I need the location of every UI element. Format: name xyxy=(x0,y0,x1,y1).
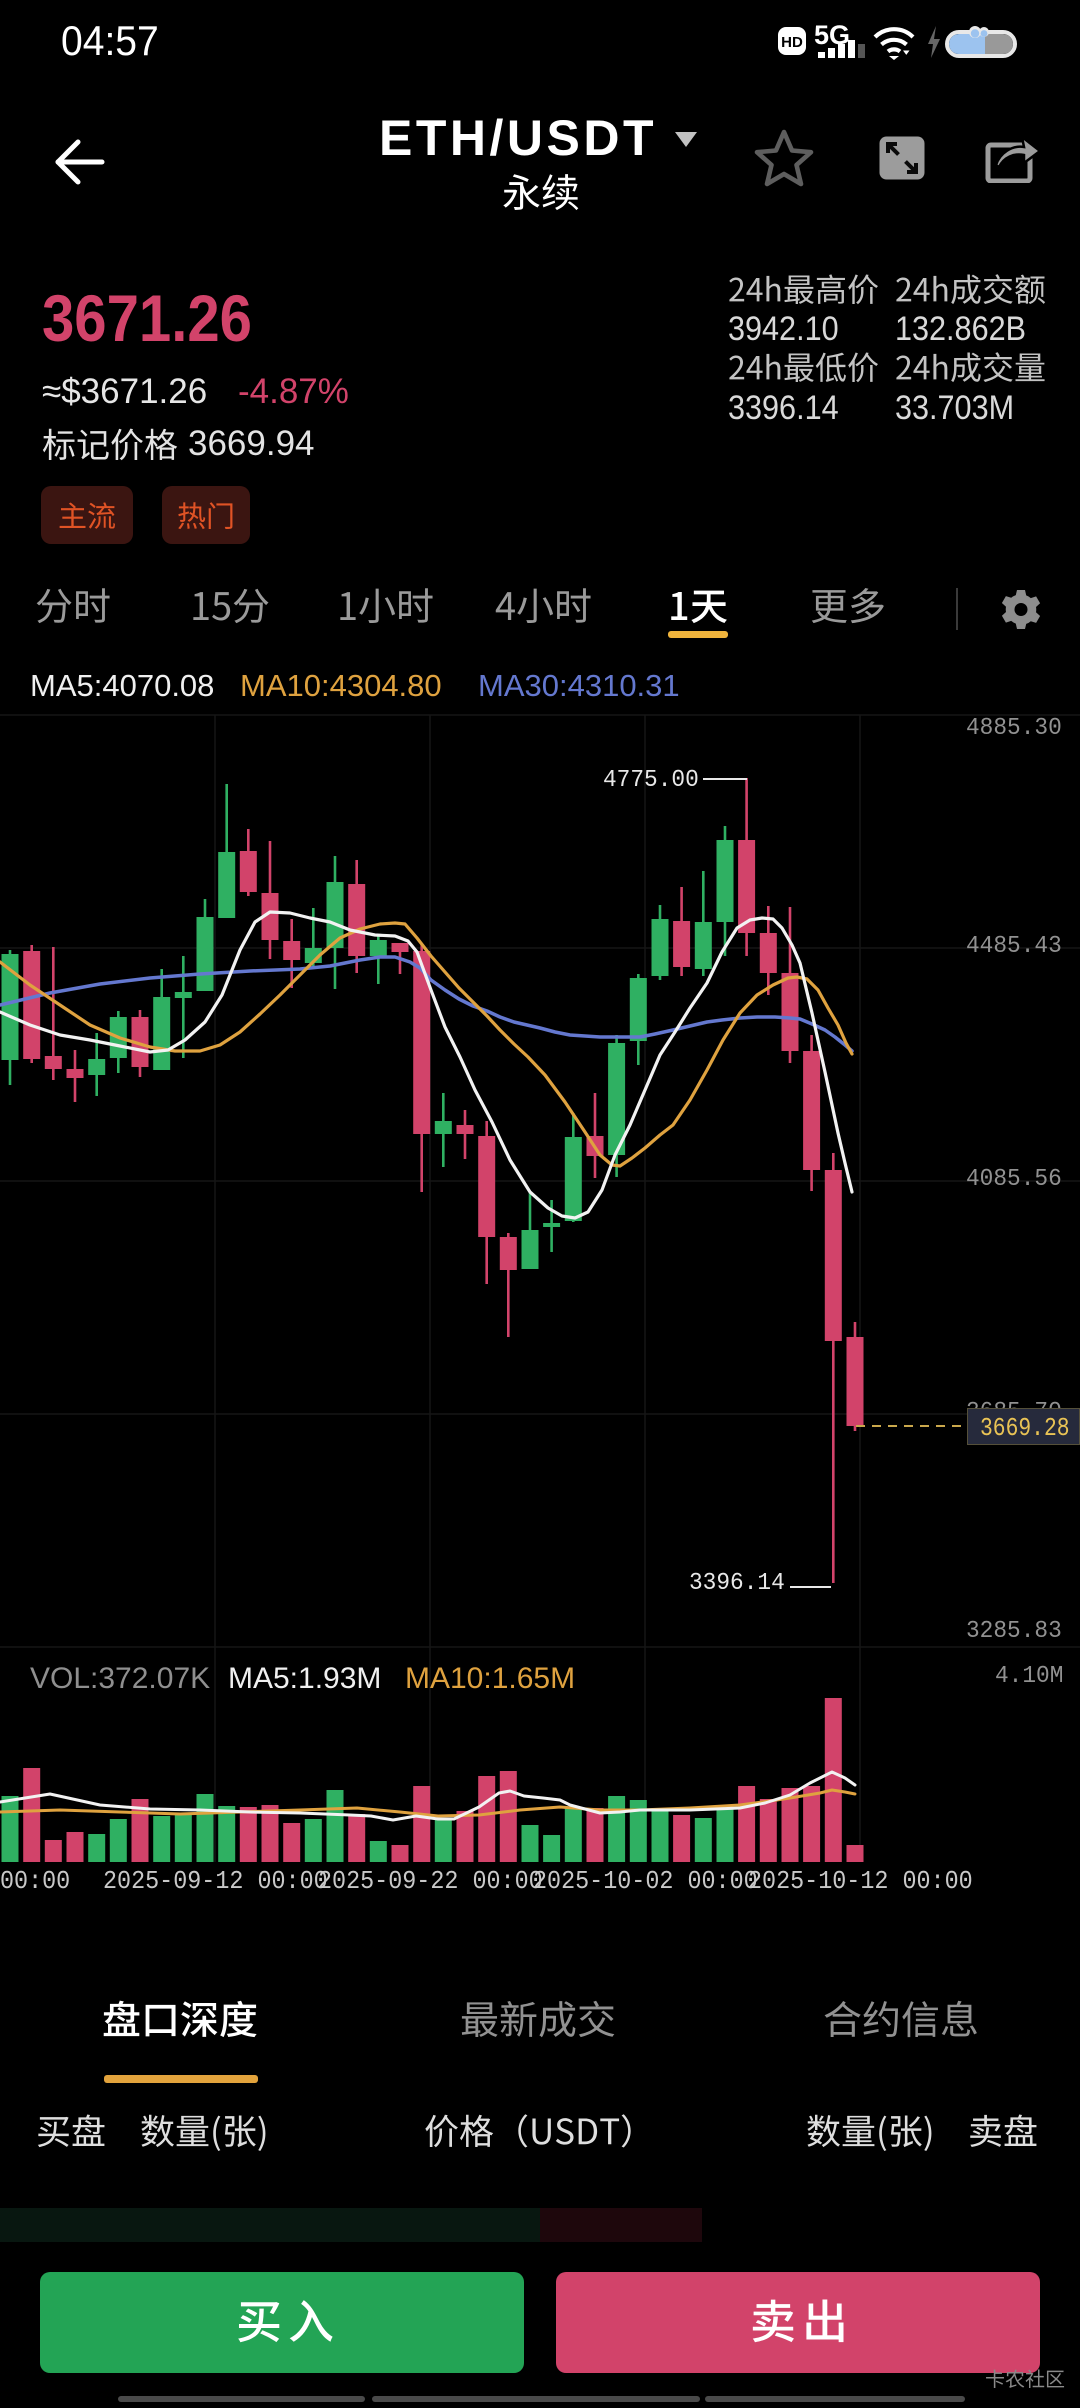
svg-text:HD: HD xyxy=(781,34,803,51)
